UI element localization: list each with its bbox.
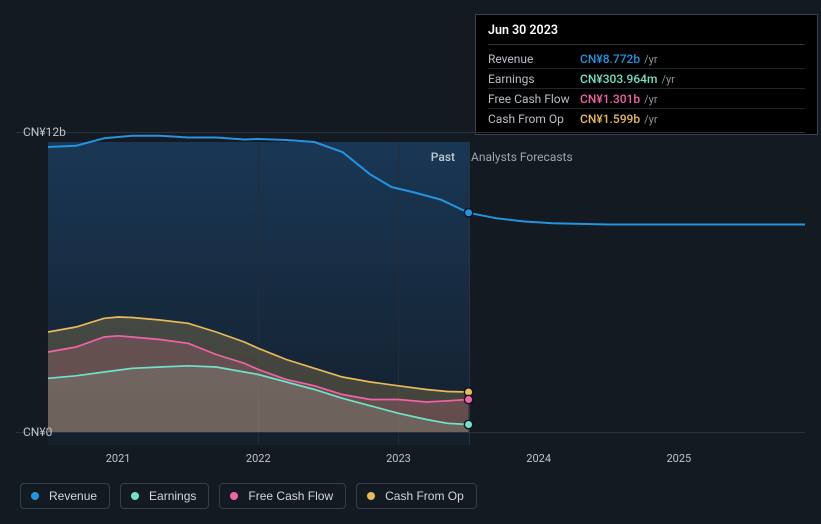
tooltip-row-label: Earnings — [488, 72, 580, 86]
legend-item-cash-from-op[interactable]: Cash From Op — [356, 483, 477, 509]
marker-free_cash_flow — [464, 395, 472, 403]
legend-dot — [230, 492, 238, 500]
legend-dot — [367, 492, 375, 500]
tooltip-row-unit: /yr — [644, 53, 657, 66]
legend-label: Free Cash Flow — [248, 489, 333, 503]
legend-label: Cash From Op — [385, 489, 464, 503]
tooltip-row-unit: /yr — [644, 93, 657, 106]
chart-tooltip: Jun 30 2023 RevenueCN¥8.772b/yrEarningsC… — [475, 14, 818, 135]
tooltip-row-value: CN¥1.599b — [580, 112, 640, 126]
legend-item-revenue[interactable]: Revenue — [20, 483, 110, 509]
tooltip-row-value: CN¥8.772b — [580, 52, 640, 66]
line-revenue — [48, 136, 805, 225]
legend-item-earnings[interactable]: Earnings — [120, 483, 209, 509]
tooltip-row: Cash From OpCN¥1.599b/yr — [488, 109, 805, 128]
x-axis-tick: 2022 — [246, 452, 271, 465]
tooltip-row: EarningsCN¥303.964m/yr — [488, 69, 805, 89]
marker-revenue — [464, 209, 472, 217]
tooltip-date: Jun 30 2023 — [488, 23, 805, 45]
y-gridline — [16, 132, 805, 133]
y-gridline — [16, 432, 805, 433]
chart-legend: Revenue Earnings Free Cash Flow Cash From O… — [20, 483, 477, 509]
tooltip-row-unit: /yr — [661, 73, 674, 86]
tooltip-row-label: Cash From Op — [488, 112, 580, 126]
legend-dot — [31, 492, 39, 500]
tooltip-row: RevenueCN¥8.772b/yr — [488, 49, 805, 69]
revenue-forecast-chart: Past Analysts Forecasts Jun 30 2023 Reve… — [16, 0, 805, 445]
tooltip-row-value: CN¥303.964m — [580, 72, 657, 86]
tooltip-row: Free Cash FlowCN¥1.301b/yr — [488, 89, 805, 109]
x-axis-tick: 2025 — [666, 452, 691, 465]
tooltip-row-label: Free Cash Flow — [488, 92, 580, 106]
legend-label: Revenue — [49, 489, 97, 503]
x-axis-tick: 2021 — [106, 452, 131, 465]
marker-earnings — [464, 420, 472, 428]
legend-item-free-cash-flow[interactable]: Free Cash Flow — [219, 483, 346, 509]
y-axis-tick: CN¥12b — [23, 125, 66, 139]
legend-dot — [131, 492, 139, 500]
legend-label: Earnings — [149, 489, 196, 503]
y-axis-tick: CN¥0 — [23, 425, 52, 439]
tooltip-row-label: Revenue — [488, 52, 580, 66]
tooltip-row-value: CN¥1.301b — [580, 92, 640, 106]
x-axis-tick: 2024 — [526, 452, 551, 465]
x-axis-tick: 2023 — [386, 452, 411, 465]
tooltip-row-unit: /yr — [644, 113, 657, 126]
